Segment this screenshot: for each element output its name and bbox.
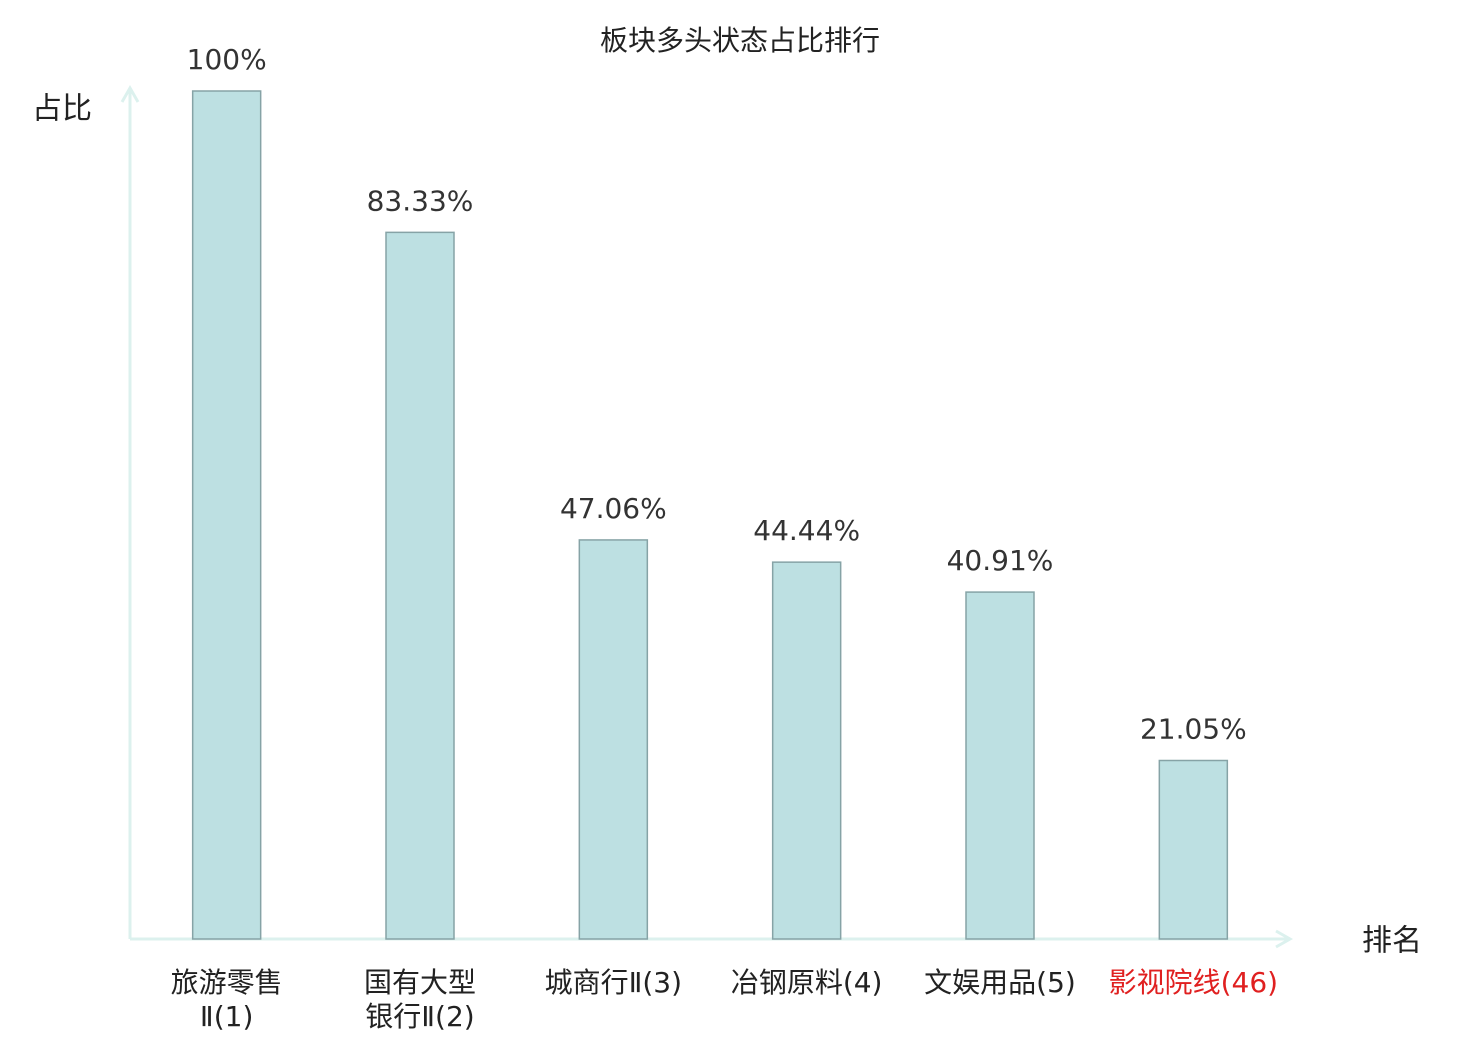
data-label: 100% [187,43,267,76]
data-label: 21.05% [1140,712,1247,745]
x-tick-label: 旅游零售 Ⅱ(1) [170,966,283,1033]
x-tick-label: 国有大型 银行Ⅱ(2) [363,966,476,1033]
data-label: 40.91% [947,544,1054,577]
x-tick-label: 城商行Ⅱ(3) [544,966,683,999]
x-tick-label: 文娱用品(5) [924,966,1076,999]
x-tick-label: 影视院线(46) [1108,966,1279,999]
bar [385,231,455,940]
data-label: 83.33% [367,184,474,217]
bar [191,90,262,940]
bar [578,539,649,940]
data-label: 47.06% [560,492,667,525]
bar [771,561,842,940]
x-tick-label: 冶钢原料(4) [730,966,883,999]
x-axis-label: 排名 [1362,924,1422,959]
chart-title: 板块多头状态占比排行 [600,24,880,57]
y-axis [120,84,140,939]
y-axis-label: 占比 [32,92,92,127]
data-label: 44.44% [753,514,860,547]
bar [1158,759,1229,940]
bar [965,591,1035,940]
x-axis [130,929,1294,949]
